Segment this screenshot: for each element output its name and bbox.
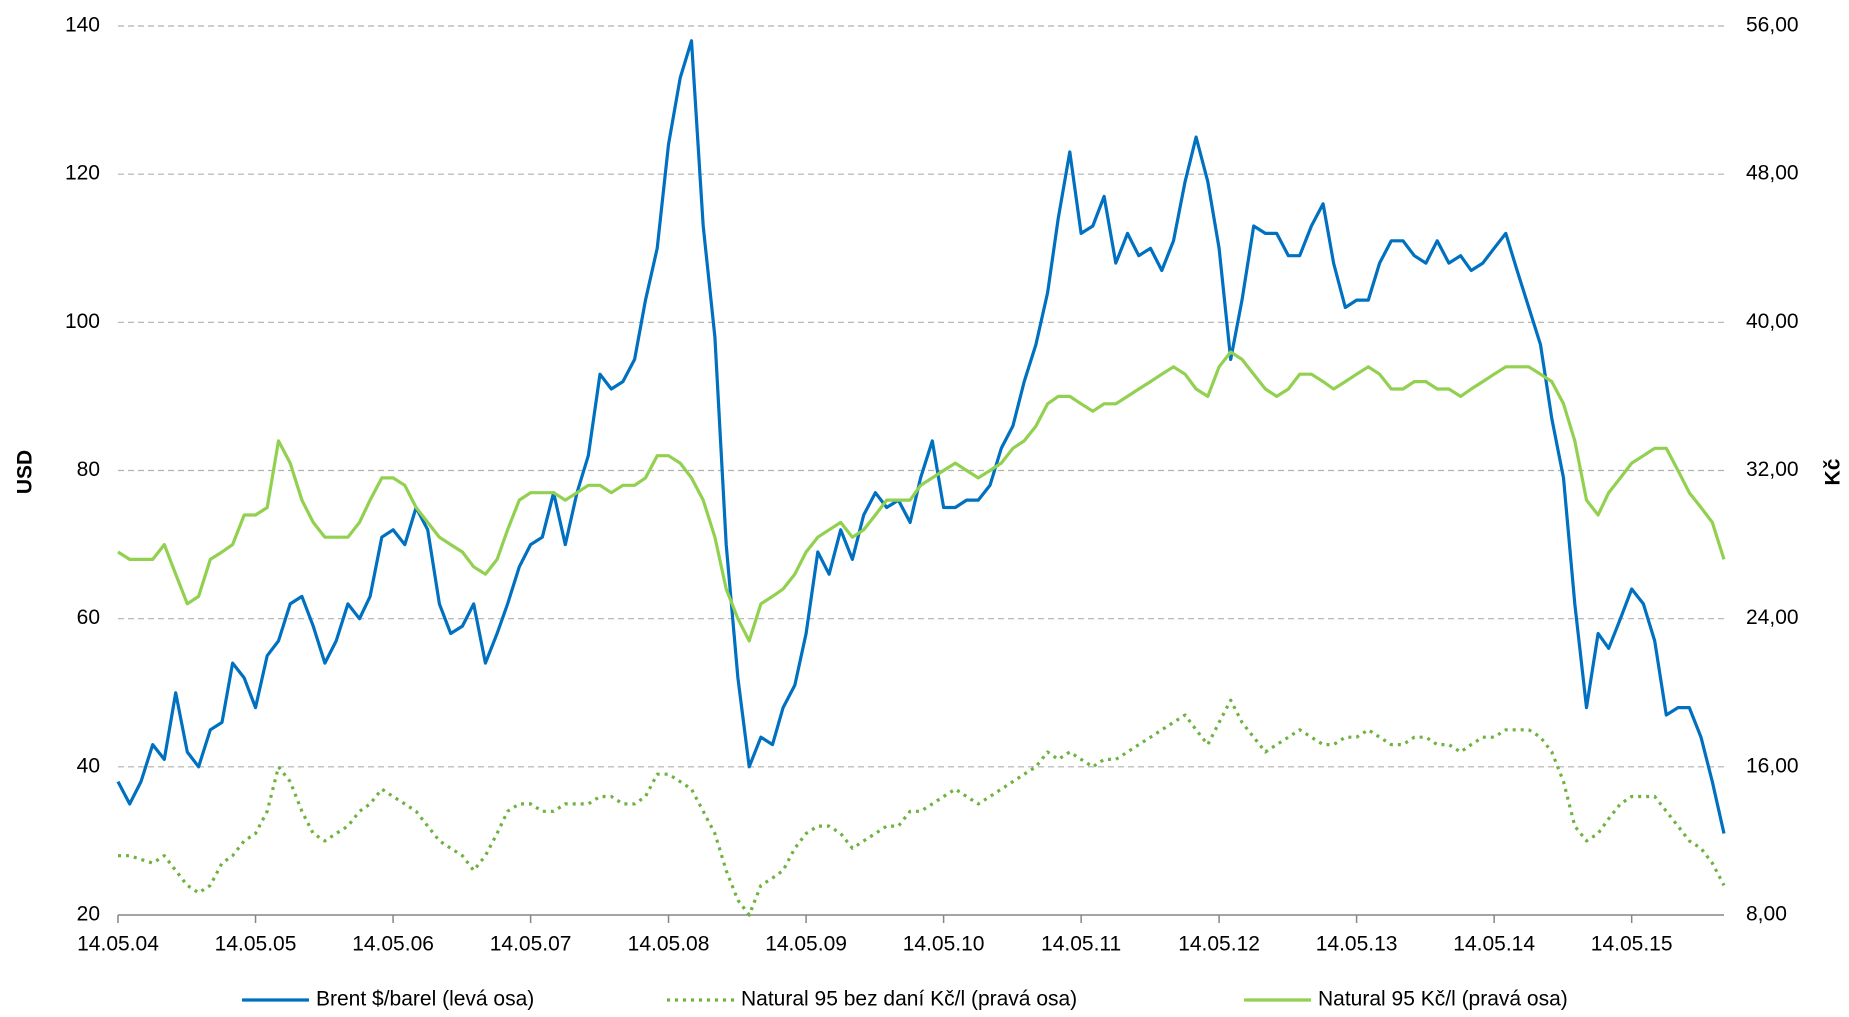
y2-tick-label: 8,00 [1746,903,1787,926]
x-tick-label: 14.05.11 [1041,933,1121,956]
x-tick-label: 14.05.07 [490,933,572,956]
x-tick-label: 14.05.09 [765,933,847,956]
y-tick-label: 80 [77,458,100,481]
x-tick-label: 14.05.06 [352,933,434,956]
x-tick-label: 14.05.05 [215,933,297,956]
x-tick-label: 14.05.13 [1316,933,1398,956]
x-tick-label: 14.05.15 [1591,933,1673,956]
y-tick-label: 40 [77,754,100,777]
x-tick-label: 14.05.04 [77,933,159,956]
x-tick-label: 14.05.14 [1453,933,1535,956]
y2-tick-label: 24,00 [1746,606,1799,629]
legend-label: Brent $/barel (levá osa) [316,988,534,1011]
y2-tick-label: 32,00 [1746,458,1799,481]
y-tick-label: 100 [65,310,100,333]
y2-tick-label: 56,00 [1746,14,1799,37]
y-tick-label: 60 [77,606,100,629]
y2-tick-label: 40,00 [1746,310,1799,333]
y2-axis-title: Kč [1822,458,1845,485]
y-axis-title: USD [14,450,37,494]
x-tick-label: 14.05.10 [903,933,985,956]
y2-tick-label: 48,00 [1746,162,1799,185]
legend-label: Natural 95 bez daní Kč/l (pravá osa) [741,988,1077,1011]
x-tick-label: 14.05.08 [628,933,710,956]
series-line [116,39,1726,834]
series-line [117,350,1726,643]
y-tick-label: 20 [77,903,100,926]
y2-tick-label: 16,00 [1746,754,1799,777]
y-tick-label: 120 [65,162,100,185]
legend-label: Natural 95 Kč/l (pravá osa) [1318,988,1568,1011]
series-line [118,698,1726,917]
y-tick-label: 140 [65,14,100,37]
x-tick-label: 14.05.12 [1178,933,1260,956]
